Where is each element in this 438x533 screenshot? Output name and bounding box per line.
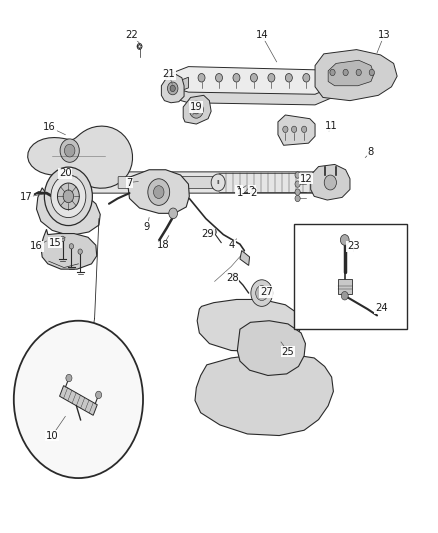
Circle shape xyxy=(14,321,143,478)
Polygon shape xyxy=(36,188,100,236)
Circle shape xyxy=(251,280,273,306)
Circle shape xyxy=(137,43,142,50)
Text: 2: 2 xyxy=(248,186,255,196)
Circle shape xyxy=(330,69,335,76)
Polygon shape xyxy=(183,95,211,124)
Text: 21: 21 xyxy=(162,69,175,79)
Circle shape xyxy=(324,175,336,190)
Circle shape xyxy=(233,74,240,82)
Circle shape xyxy=(215,74,223,82)
Circle shape xyxy=(256,286,268,301)
Text: 7: 7 xyxy=(126,177,133,188)
Text: 2: 2 xyxy=(250,188,257,198)
Polygon shape xyxy=(128,169,189,213)
Circle shape xyxy=(69,244,74,249)
Circle shape xyxy=(78,249,82,254)
Polygon shape xyxy=(60,385,97,415)
Circle shape xyxy=(301,126,307,133)
Text: 15: 15 xyxy=(49,238,62,247)
Bar xyxy=(294,224,407,329)
Circle shape xyxy=(57,183,79,209)
Text: 4: 4 xyxy=(229,240,235,250)
Circle shape xyxy=(295,181,300,187)
Circle shape xyxy=(341,292,348,300)
Circle shape xyxy=(286,74,292,82)
Text: 1: 1 xyxy=(237,188,243,198)
Circle shape xyxy=(148,179,170,205)
Text: 8: 8 xyxy=(368,147,374,157)
Text: 11: 11 xyxy=(325,120,338,131)
Text: 19: 19 xyxy=(190,102,203,112)
Circle shape xyxy=(232,272,238,280)
Polygon shape xyxy=(161,74,184,103)
Circle shape xyxy=(295,195,300,201)
Polygon shape xyxy=(41,229,97,269)
Circle shape xyxy=(340,235,349,245)
Circle shape xyxy=(66,374,72,382)
Text: 28: 28 xyxy=(226,273,238,283)
Polygon shape xyxy=(278,115,315,146)
Text: II: II xyxy=(216,180,220,185)
Text: 10: 10 xyxy=(46,431,59,441)
Circle shape xyxy=(169,208,177,219)
Circle shape xyxy=(283,126,288,133)
Circle shape xyxy=(95,391,102,399)
Text: 9: 9 xyxy=(144,222,150,232)
Text: 29: 29 xyxy=(202,229,215,239)
Text: 23: 23 xyxy=(347,241,360,251)
Circle shape xyxy=(51,175,86,217)
Polygon shape xyxy=(166,77,332,105)
FancyBboxPatch shape xyxy=(92,172,316,193)
Polygon shape xyxy=(240,251,250,265)
Text: 27: 27 xyxy=(260,287,272,297)
FancyBboxPatch shape xyxy=(118,176,219,188)
Polygon shape xyxy=(328,60,374,86)
Circle shape xyxy=(369,69,374,76)
Circle shape xyxy=(268,74,275,82)
Circle shape xyxy=(60,139,79,163)
Polygon shape xyxy=(311,165,350,200)
Circle shape xyxy=(303,74,310,82)
Circle shape xyxy=(153,185,164,198)
Circle shape xyxy=(356,69,361,76)
Text: —: — xyxy=(242,188,252,198)
Text: 12: 12 xyxy=(300,174,313,184)
Text: 18: 18 xyxy=(157,240,170,250)
Polygon shape xyxy=(315,50,397,101)
Polygon shape xyxy=(166,67,332,94)
Circle shape xyxy=(198,74,205,82)
Text: 22: 22 xyxy=(125,30,138,41)
Polygon shape xyxy=(195,354,333,435)
Text: 14: 14 xyxy=(255,30,268,41)
Text: 16: 16 xyxy=(30,241,43,251)
Polygon shape xyxy=(237,321,305,375)
Circle shape xyxy=(44,167,92,225)
Text: 17: 17 xyxy=(20,192,32,203)
Text: 20: 20 xyxy=(59,168,72,179)
Circle shape xyxy=(295,189,300,195)
Bar xyxy=(338,279,352,294)
Circle shape xyxy=(291,126,297,133)
Circle shape xyxy=(167,82,178,95)
Text: 24: 24 xyxy=(375,303,388,313)
Circle shape xyxy=(63,190,74,203)
Circle shape xyxy=(211,229,216,235)
Circle shape xyxy=(170,85,175,92)
Polygon shape xyxy=(166,77,188,96)
Circle shape xyxy=(295,172,300,178)
Circle shape xyxy=(64,144,75,157)
Text: 25: 25 xyxy=(282,346,294,357)
Circle shape xyxy=(251,74,258,82)
Text: 16: 16 xyxy=(43,122,56,132)
Text: 1: 1 xyxy=(236,186,242,196)
Circle shape xyxy=(189,101,203,118)
Text: 13: 13 xyxy=(378,30,390,41)
Polygon shape xyxy=(197,300,301,352)
Circle shape xyxy=(211,174,225,191)
Circle shape xyxy=(193,106,200,114)
Circle shape xyxy=(60,236,65,241)
Polygon shape xyxy=(28,126,132,188)
Circle shape xyxy=(343,69,348,76)
